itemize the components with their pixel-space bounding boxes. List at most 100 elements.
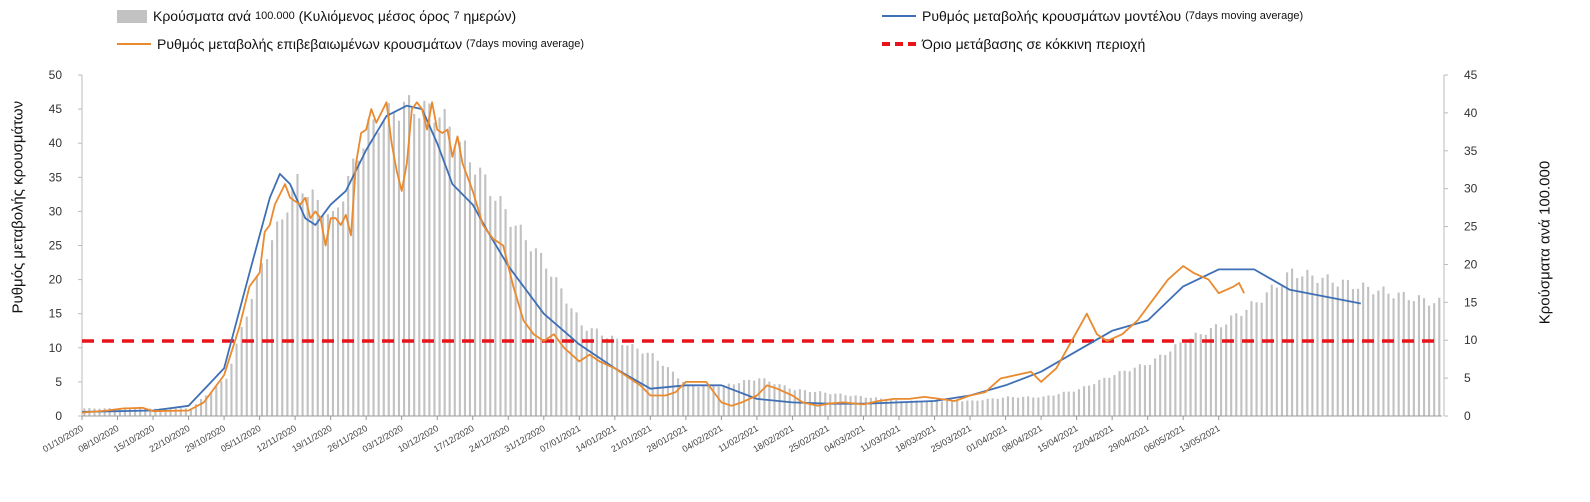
case-bar xyxy=(1392,298,1395,416)
y-left-tick-label: 25 xyxy=(49,239,63,253)
y-right-tick-label: 35 xyxy=(1464,144,1478,158)
case-bar xyxy=(692,385,695,416)
case-bar xyxy=(200,399,203,416)
case-bar xyxy=(1067,391,1070,416)
case-bar xyxy=(1052,395,1055,416)
case-bar xyxy=(1184,343,1187,416)
case-bar xyxy=(1088,385,1091,416)
case-bar xyxy=(1093,384,1096,416)
y-left-tick-label: 35 xyxy=(49,170,63,184)
case-bar xyxy=(159,408,162,416)
case-bar xyxy=(1235,313,1238,416)
case-bar xyxy=(149,408,152,416)
case-bar xyxy=(266,259,269,416)
case-bar xyxy=(489,195,492,416)
case-bar xyxy=(895,399,898,416)
case-bar xyxy=(418,118,421,416)
case-bar xyxy=(1037,397,1040,416)
case-bar xyxy=(311,189,314,416)
case-bar xyxy=(1154,358,1157,416)
case-bar xyxy=(859,396,862,416)
case-bar xyxy=(519,224,522,416)
case-bar xyxy=(935,400,938,416)
right-axis-ticks: 0 5 10 15 20 25 30 35 40 45 xyxy=(1443,68,1478,423)
case-bar xyxy=(352,158,355,416)
case-bar xyxy=(1225,324,1228,416)
case-bar xyxy=(1077,389,1081,416)
case-bar xyxy=(230,363,233,416)
case-bar xyxy=(1001,397,1004,416)
y-left-tick-label: 30 xyxy=(49,204,63,218)
case-bar xyxy=(306,197,309,416)
case-bar xyxy=(1336,286,1339,416)
case-bar xyxy=(869,397,872,416)
case-bar xyxy=(946,400,949,416)
case-bar xyxy=(1265,292,1268,416)
case-bar xyxy=(966,400,969,416)
y-right-tick-label: 15 xyxy=(1464,295,1478,309)
case-bar xyxy=(1103,377,1106,416)
case-bar xyxy=(1138,364,1141,416)
case-bar xyxy=(382,121,385,416)
case-bar xyxy=(123,408,127,416)
x-tick-label: 13/05/2021 xyxy=(1178,423,1222,454)
y-right-tick-label: 30 xyxy=(1464,182,1478,196)
legend-bars-small2: 7 xyxy=(453,10,460,22)
case-bar xyxy=(890,399,893,416)
case-bar xyxy=(697,386,700,416)
case-bar xyxy=(1113,375,1116,416)
case-bar xyxy=(1357,288,1360,416)
case-bar xyxy=(996,398,999,416)
case-bar xyxy=(271,240,274,416)
case-bar xyxy=(874,397,878,416)
case-bar xyxy=(245,316,248,416)
x-tick-label: 04/03/2021 xyxy=(822,423,866,454)
y-left-tick-label: 5 xyxy=(55,375,62,389)
case-bar xyxy=(1331,282,1334,416)
case-bar xyxy=(139,408,142,416)
case-bar xyxy=(737,383,741,416)
case-bar xyxy=(854,395,857,416)
case-bar xyxy=(885,399,888,416)
case-bar xyxy=(626,345,629,416)
case-bar xyxy=(220,381,223,416)
case-bar xyxy=(1143,365,1147,416)
case-bar xyxy=(1367,286,1370,416)
case-bar xyxy=(413,113,416,417)
case-bar xyxy=(986,398,989,416)
case-bar xyxy=(971,400,974,416)
case-bar xyxy=(1423,298,1426,416)
case-bar xyxy=(205,395,208,416)
case-bar xyxy=(940,401,944,416)
case-bar xyxy=(616,338,619,416)
case-bar xyxy=(524,240,527,416)
case-bar xyxy=(291,188,294,416)
case-bar xyxy=(834,393,837,416)
case-bar xyxy=(864,397,867,416)
case-bar xyxy=(164,408,167,416)
case-bar xyxy=(763,378,766,416)
case-bar xyxy=(260,263,264,416)
left-axis-ticks: 0 5 10 15 20 25 30 35 40 45 50 xyxy=(49,68,83,423)
case-bar xyxy=(722,385,725,416)
legend-bars-label3: ημερών) xyxy=(463,8,517,24)
case-bar xyxy=(1204,334,1207,416)
case-bar xyxy=(783,385,786,416)
case-bar xyxy=(499,196,502,416)
case-bar xyxy=(880,398,883,416)
legend-threshold-label: Όριο μετάβασης σε κόκκινη περιοχή xyxy=(922,36,1146,52)
case-bar xyxy=(1017,397,1020,416)
case-bar xyxy=(702,385,705,416)
series-lines xyxy=(81,101,1442,414)
x-axis: 01/10/202008/10/202015/10/202022/10/2020… xyxy=(41,415,1442,454)
case-bar xyxy=(768,381,771,416)
case-bar xyxy=(433,122,436,417)
case-bar xyxy=(1128,371,1131,416)
case-bar xyxy=(1286,272,1289,416)
case-bar xyxy=(423,100,426,417)
case-bar xyxy=(1123,370,1126,416)
case-bar xyxy=(474,174,477,416)
case-bar xyxy=(342,201,345,416)
case-bar xyxy=(560,288,563,416)
case-bar xyxy=(215,386,218,416)
